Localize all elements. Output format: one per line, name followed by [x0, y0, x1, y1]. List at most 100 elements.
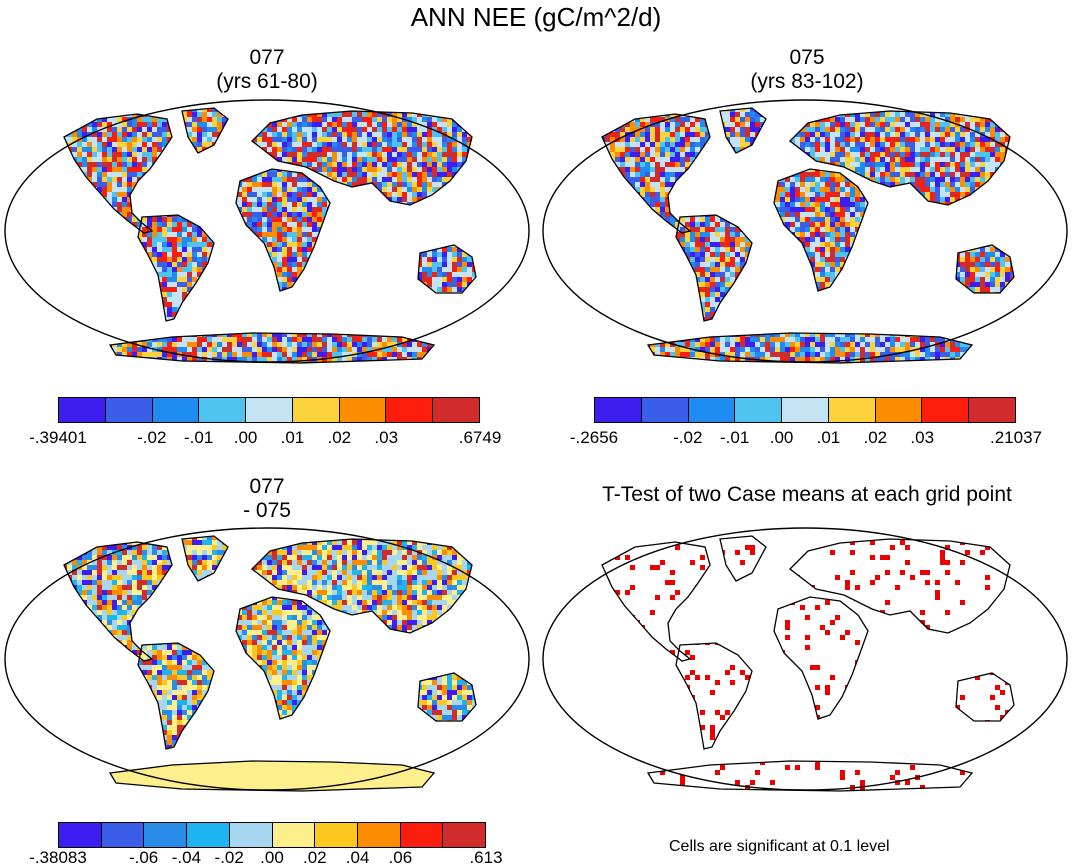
coastline-eurasia	[789, 110, 1011, 206]
panel-2-title: 075 (yrs 83-102)	[542, 46, 1072, 94]
land-cells	[64, 108, 476, 363]
coastline-greenland	[181, 535, 229, 582]
coastline-antarctica	[108, 332, 436, 364]
coastline-antarctica	[108, 760, 436, 792]
colorbar-swatch	[59, 823, 102, 847]
map-boundary	[542, 99, 1068, 363]
colorbar-swatch	[152, 398, 200, 422]
coastline-north-america	[601, 113, 711, 234]
panel-2-title-line2: (yrs 83-102)	[750, 70, 864, 93]
colorbar-label: .00	[769, 428, 794, 447]
coastline-eurasia	[251, 110, 473, 206]
colorbar-label: -.2656	[569, 428, 619, 447]
figure-title: ANN NEE (gC/m^2/d)	[410, 2, 662, 32]
coastline-australia	[955, 244, 1015, 294]
panel-3-title-line2: - 075	[243, 499, 291, 522]
colorbar-swatch	[246, 398, 293, 422]
panel-3-title: 077 - 075	[2, 475, 532, 523]
colorbar-swatch	[292, 398, 340, 422]
coastline-antarctica	[646, 760, 974, 792]
coastline-africa	[773, 168, 869, 292]
colorbar-swatch	[433, 398, 480, 422]
colorbar-swatch	[400, 823, 444, 847]
colorbar-swatch	[339, 398, 387, 422]
coastline-greenland	[719, 107, 767, 154]
colorbar-swatch	[187, 823, 230, 847]
coastline-australia	[955, 672, 1015, 722]
panel-1-title-line2: (yrs 61-80)	[216, 70, 318, 93]
panel-1-title-line1: 077	[249, 46, 285, 69]
colorbar-swatch	[315, 823, 358, 847]
coastlines	[63, 107, 477, 364]
panel-3-title-line1: 077	[249, 475, 285, 498]
panel-2-map	[542, 99, 1068, 364]
colorbar-swatch	[595, 398, 642, 422]
colorbar-label: .02	[327, 428, 352, 447]
colorbar-label: -.02	[673, 428, 703, 447]
colorbar-swatch	[386, 398, 434, 422]
panel-2-colorbar	[594, 397, 1016, 423]
colorbar-label: -.39401	[29, 428, 87, 447]
coastline-south-america	[675, 214, 753, 322]
colorbar-label: .02	[302, 848, 327, 867]
colorbar-swatch	[922, 398, 970, 422]
panel-1-colorbar	[58, 397, 480, 423]
colorbar-swatch	[229, 823, 273, 847]
colorbar-swatch	[688, 398, 736, 422]
coastline-australia	[417, 672, 477, 722]
colorbar-swatch	[59, 398, 106, 422]
coastline-antarctica	[646, 332, 974, 364]
map-boundary	[4, 527, 530, 791]
coastline-eurasia	[251, 538, 473, 634]
coastlines	[601, 107, 1015, 364]
colorbar-label: -.01	[720, 428, 750, 447]
panel-1-map	[4, 99, 530, 364]
coastline-africa	[235, 168, 331, 292]
colorbar-swatch	[199, 398, 247, 422]
colorbar-swatch	[144, 823, 188, 847]
panel-4-title: T-Test of two Case means at each grid po…	[602, 483, 1012, 506]
colorbar-label: .03	[910, 428, 935, 447]
coastline-north-america	[601, 541, 711, 662]
map-boundary	[542, 527, 1068, 791]
panel-3-colorbar	[58, 822, 486, 848]
coastline-greenland	[719, 535, 767, 582]
colorbar-label: .02	[863, 428, 888, 447]
colorbar-label: .03	[374, 428, 399, 447]
panel-3-map	[4, 527, 530, 792]
coastline-greenland	[181, 107, 229, 154]
colorbar-label: .6749	[458, 428, 502, 447]
colorbar-swatch	[641, 398, 689, 422]
coastline-south-america	[137, 642, 215, 750]
panel-2-title-line1: 075	[789, 46, 825, 69]
colorbar-swatch	[969, 398, 1016, 422]
panel-4-map	[542, 527, 1068, 792]
colorbar-label: -.38083	[29, 848, 87, 867]
land-cells	[64, 536, 476, 791]
colorbar-swatch	[101, 823, 145, 847]
colorbar-label: -.06	[128, 848, 159, 867]
colorbar-swatch	[105, 398, 153, 422]
colorbar-label: .613	[469, 848, 503, 867]
coastline-north-america	[63, 113, 173, 234]
coastline-africa	[773, 596, 869, 720]
coastline-eurasia	[789, 538, 1011, 634]
coastlines	[601, 535, 1015, 792]
land-cells	[602, 536, 1014, 791]
coastline-south-america	[675, 642, 753, 750]
map-boundary	[4, 99, 530, 363]
coastline-australia	[417, 244, 477, 294]
colorbar-swatch	[357, 823, 401, 847]
significance-note: Cells are significant at 0.1 level	[669, 838, 890, 855]
colorbar-label: .00	[260, 848, 284, 867]
colorbar-label: -.04	[171, 848, 202, 867]
colorbar-label: .04	[345, 848, 370, 867]
coastline-north-america	[63, 541, 173, 662]
colorbar-swatch	[443, 823, 486, 847]
panel-1-title: 077 (yrs 61-80)	[2, 46, 532, 94]
colorbar-label: -.02	[137, 428, 167, 447]
colorbar-label: .21037	[990, 428, 1042, 447]
colorbar-swatch	[828, 398, 876, 422]
colorbar-swatch	[272, 823, 316, 847]
land-cells	[602, 108, 1014, 363]
